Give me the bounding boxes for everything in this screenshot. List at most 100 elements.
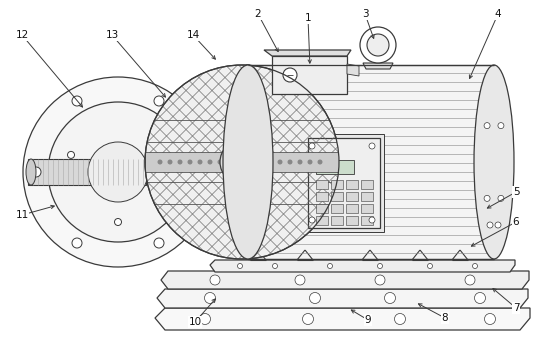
Polygon shape (210, 260, 515, 272)
Circle shape (309, 293, 321, 303)
Circle shape (195, 167, 205, 177)
Circle shape (252, 199, 258, 205)
Text: 13: 13 (106, 30, 118, 40)
Circle shape (23, 77, 213, 267)
Polygon shape (347, 64, 359, 76)
Text: 7: 7 (513, 303, 519, 313)
Ellipse shape (228, 65, 268, 259)
Circle shape (369, 143, 375, 149)
Bar (361, 192, 373, 201)
Polygon shape (363, 63, 393, 69)
Circle shape (369, 217, 375, 223)
Bar (346, 216, 358, 225)
Text: 1: 1 (304, 13, 311, 23)
Bar (346, 204, 358, 213)
Circle shape (498, 122, 504, 128)
Polygon shape (248, 65, 494, 259)
Circle shape (248, 220, 254, 226)
Circle shape (428, 264, 433, 269)
Circle shape (68, 151, 75, 158)
Circle shape (308, 159, 312, 164)
Bar (316, 192, 328, 201)
Circle shape (199, 314, 211, 325)
Circle shape (384, 293, 396, 303)
Circle shape (394, 314, 406, 325)
Circle shape (153, 136, 160, 143)
Circle shape (377, 264, 383, 269)
Circle shape (375, 275, 385, 285)
Circle shape (188, 159, 192, 164)
Circle shape (210, 275, 220, 285)
Circle shape (309, 143, 315, 149)
Ellipse shape (223, 65, 273, 259)
Circle shape (227, 159, 233, 164)
Circle shape (237, 264, 242, 269)
Ellipse shape (26, 159, 36, 185)
Circle shape (302, 314, 314, 325)
Circle shape (167, 159, 173, 164)
Circle shape (287, 159, 293, 164)
Polygon shape (272, 56, 347, 94)
Circle shape (473, 264, 478, 269)
Bar (331, 192, 343, 201)
Circle shape (283, 68, 297, 82)
Bar (361, 180, 373, 189)
Circle shape (48, 102, 188, 242)
Bar (331, 216, 343, 225)
Circle shape (237, 159, 242, 164)
Text: 6: 6 (513, 217, 519, 227)
Polygon shape (264, 50, 351, 56)
Circle shape (177, 159, 182, 164)
Bar (361, 216, 373, 225)
Circle shape (485, 314, 495, 325)
Circle shape (72, 96, 82, 106)
Bar (145, 152, 339, 172)
Text: 9: 9 (364, 315, 371, 325)
Bar (316, 180, 328, 189)
Bar (316, 216, 328, 225)
Bar (316, 204, 328, 213)
Circle shape (205, 293, 215, 303)
Circle shape (257, 159, 263, 164)
Circle shape (309, 217, 315, 223)
Circle shape (465, 275, 475, 285)
Text: 4: 4 (495, 9, 501, 19)
Polygon shape (157, 289, 528, 308)
Bar (316, 160, 354, 174)
Circle shape (115, 219, 122, 226)
Circle shape (31, 167, 41, 177)
Circle shape (197, 159, 203, 164)
Circle shape (248, 159, 252, 164)
Circle shape (248, 119, 254, 125)
Text: 2: 2 (255, 9, 262, 19)
Text: 5: 5 (513, 187, 519, 197)
Text: 14: 14 (187, 30, 199, 40)
Circle shape (250, 237, 257, 243)
Circle shape (484, 195, 490, 201)
Circle shape (297, 159, 302, 164)
Circle shape (72, 238, 82, 248)
Text: 12: 12 (16, 30, 28, 40)
Bar (346, 192, 358, 201)
Polygon shape (28, 159, 146, 185)
Text: 10: 10 (189, 317, 202, 327)
Bar (361, 204, 373, 213)
Text: 3: 3 (362, 9, 368, 19)
Circle shape (88, 142, 148, 202)
Polygon shape (304, 134, 384, 232)
Circle shape (158, 159, 162, 164)
Bar (331, 204, 343, 213)
Circle shape (278, 159, 282, 164)
Text: 8: 8 (442, 313, 448, 323)
Circle shape (317, 159, 323, 164)
Circle shape (272, 264, 278, 269)
Bar (331, 180, 343, 189)
Circle shape (360, 27, 396, 63)
Circle shape (154, 238, 164, 248)
Circle shape (487, 222, 493, 228)
Polygon shape (308, 138, 380, 228)
Circle shape (295, 275, 305, 285)
Circle shape (267, 159, 272, 164)
Circle shape (484, 122, 490, 128)
Polygon shape (155, 308, 530, 330)
